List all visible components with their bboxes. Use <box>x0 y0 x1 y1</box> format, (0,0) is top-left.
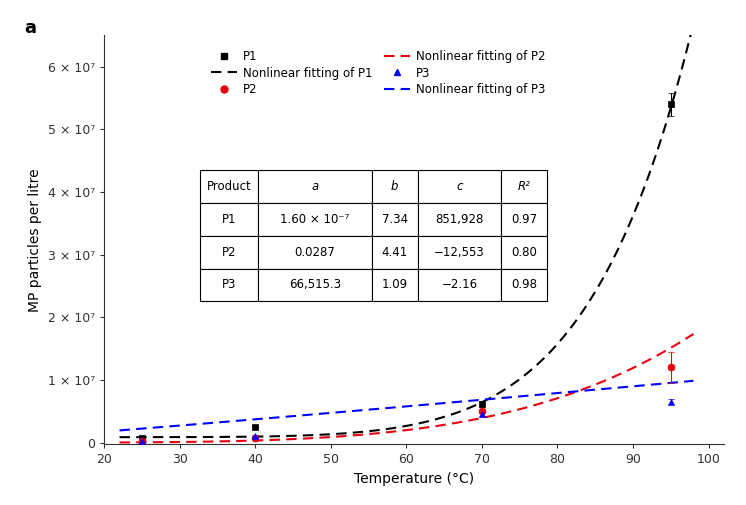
Text: a: a <box>24 19 36 37</box>
X-axis label: Temperature (°C): Temperature (°C) <box>354 472 474 486</box>
Legend: P1, Nonlinear fitting of P1, P2, Nonlinear fitting of P2, P3, Nonlinear fitting : P1, Nonlinear fitting of P1, P2, Nonline… <box>207 45 551 101</box>
Y-axis label: MP particles per litre: MP particles per litre <box>28 168 43 312</box>
